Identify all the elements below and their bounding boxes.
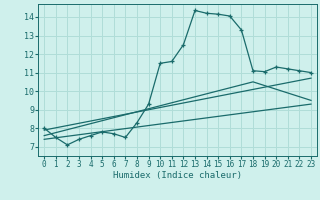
X-axis label: Humidex (Indice chaleur): Humidex (Indice chaleur) bbox=[113, 171, 242, 180]
